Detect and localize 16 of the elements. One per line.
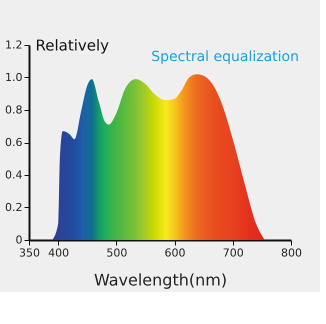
x-tick-label: 400 <box>48 246 70 260</box>
x-tick-label: 500 <box>106 246 128 260</box>
y-tick-label: 1.0 <box>5 71 22 84</box>
y-axis-title: Relatively <box>36 36 110 54</box>
y-tick-label: 1.2 <box>5 38 22 52</box>
y-tick-label: 0.6 <box>5 136 22 149</box>
x-tick-label: 700 <box>222 246 244 260</box>
x-tick-label: 800 <box>281 246 302 260</box>
x-tick-label: 350 <box>19 246 40 260</box>
y-tick-label: 0 <box>16 234 22 246</box>
y-tick-label: 0.8 <box>5 104 22 116</box>
x-tick-label: 600 <box>164 246 186 260</box>
x-axis-title: Wavelength(nm) <box>94 270 228 290</box>
y-tick-label: 0.4 <box>5 168 22 182</box>
y-tick-label: 0.2 <box>5 201 22 214</box>
annotation: Spectral equalization <box>151 49 299 65</box>
